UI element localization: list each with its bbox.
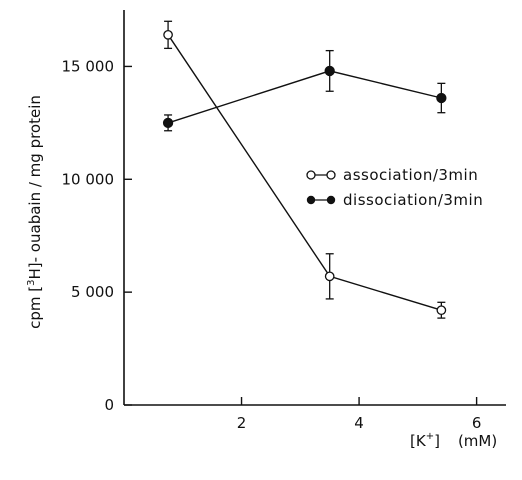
y-tick-label: 10 000: [62, 170, 115, 188]
y-axis-label: cpm [3H]- ouabain / mg protein: [26, 95, 44, 329]
data-point-association: [163, 29, 173, 40]
y-ticks: 0 5 000 10 000 15 000: [62, 57, 132, 414]
data-point-association: [436, 305, 447, 316]
x-tick-label: 6: [472, 414, 482, 432]
series-association: [163, 20, 447, 319]
data-point-dissociation: [436, 92, 447, 104]
x-tick-label: 2: [237, 414, 247, 432]
x-ticks: 2 4 6: [237, 397, 482, 432]
legend-marker-association-b: [326, 170, 336, 180]
x-axis-label: [K+] (mM): [410, 431, 497, 450]
legend-marker-dissociation-b: [326, 195, 336, 205]
axes: [123, 10, 506, 406]
data-point-dissociation: [162, 117, 174, 129]
legend-label-dissociation: dissociation/3min: [343, 191, 483, 209]
y-tick-label: 0: [104, 396, 114, 414]
legend-item-dissociation: dissociation/3min: [306, 191, 483, 209]
x-tick-label: 4: [354, 414, 364, 432]
data-point-association: [324, 271, 335, 282]
data-point-dissociation: [324, 65, 335, 77]
legend-marker-dissociation-a: [306, 195, 316, 205]
series-layer: [162, 20, 447, 319]
legend: association/3min dissociation/3min: [306, 166, 483, 209]
y-tick-label: 15 000: [62, 57, 115, 75]
y-tick-label: 5 000: [71, 283, 114, 301]
series-dissociation: [162, 49, 447, 132]
legend-item-association: association/3min: [306, 166, 478, 184]
legend-label-association: association/3min: [343, 166, 478, 184]
legend-marker-association-a: [306, 170, 316, 180]
